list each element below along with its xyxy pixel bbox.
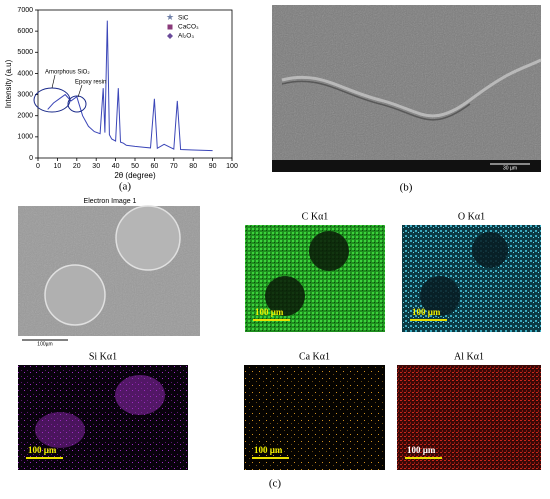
element-map [397,365,541,470]
annotation: Amorphous SiO₂ [45,70,90,76]
xrd-line [47,20,213,152]
x-tick-label: 40 [112,163,120,170]
scale-label: 100µm [37,341,52,347]
y-tick-label: 2000 [17,113,33,120]
particle-shadow [420,276,460,316]
panel-label: (a) [119,181,132,193]
x-tick-label: 70 [170,163,178,170]
element-map [244,365,385,470]
x-tick-label: 30 [92,163,100,170]
x-tick-label: 0 [36,163,40,170]
scale-label: 100 µm [254,445,283,455]
xrd-chart: 0 10 20 30 40 50 60 70 80 90 100010002000300040005… [4,7,238,180]
map-title: Al Kα1 [454,351,484,362]
scale-label: 100 µm [407,445,436,455]
y-tick-label: 3000 [17,91,33,98]
particle-shadow [309,231,349,271]
x-tick-label: 10 [54,163,62,170]
x-tick-label: 90 [209,163,217,170]
scale-label: 100 µm [255,307,284,317]
x-tick-label: 50 [131,163,139,170]
legend-label: Al₂O₃ [178,33,194,40]
legend-label: SiC [178,15,189,22]
sem-crack [281,58,542,118]
map-title: C Kα1 [302,211,329,222]
sem-scale-label: 30 µm [503,165,517,171]
legend-label: CaCO₃ [178,24,199,31]
annotation: Epoxy resin [75,80,106,86]
y-tick-label: 7000 [17,7,33,14]
x-tick-label: 100 [226,163,238,170]
sem-crack [281,80,471,121]
map-title: Si Kα1 [89,351,117,362]
plot-frame [37,9,233,159]
particle [44,264,106,326]
legend-symbol [167,33,173,39]
x-tick-label: 80 [189,163,197,170]
si-cluster [35,412,85,448]
panel-label: (b) [400,182,413,194]
x-tick-label: 20 [73,163,81,170]
element-map [402,225,541,332]
sem-info-bar [272,160,541,172]
legend-symbol: ★ [166,12,174,22]
annotation-arrow [77,84,83,98]
particle-shadow [472,232,508,268]
annotation-ellipse [33,87,71,113]
si-cluster [115,375,165,415]
image-title: Electron Image 1 [84,198,137,205]
eds-maps: C Kα1 100 µm O Kα1 100 µm Si Kα1 100 µm Ca Kα1… [18,211,541,470]
particle [115,205,181,271]
annotation-arrow [51,74,56,89]
y-axis-label: Intensity (a.u) [4,59,13,108]
y-tick-label: 0 [29,155,33,162]
map-title: O Kα1 [458,211,485,222]
panel-label: (c) [269,478,282,490]
map-title: Ca Kα1 [299,351,330,362]
sem-texture [272,5,541,172]
x-axis-label: 2θ (degree) [114,171,156,180]
x-tick-label: 60 [151,163,159,170]
y-tick-label: 6000 [17,28,33,35]
element-map [18,365,188,470]
scale-label: 100 µm [412,307,441,317]
particle-shadow [265,276,305,316]
annotation-ellipse [67,95,87,113]
y-tick-label: 1000 [17,134,33,141]
legend-symbol [167,24,173,30]
y-tick-label: 5000 [17,49,33,56]
y-tick-label: 4000 [17,70,33,77]
scale-label: 100 µm [28,445,57,455]
